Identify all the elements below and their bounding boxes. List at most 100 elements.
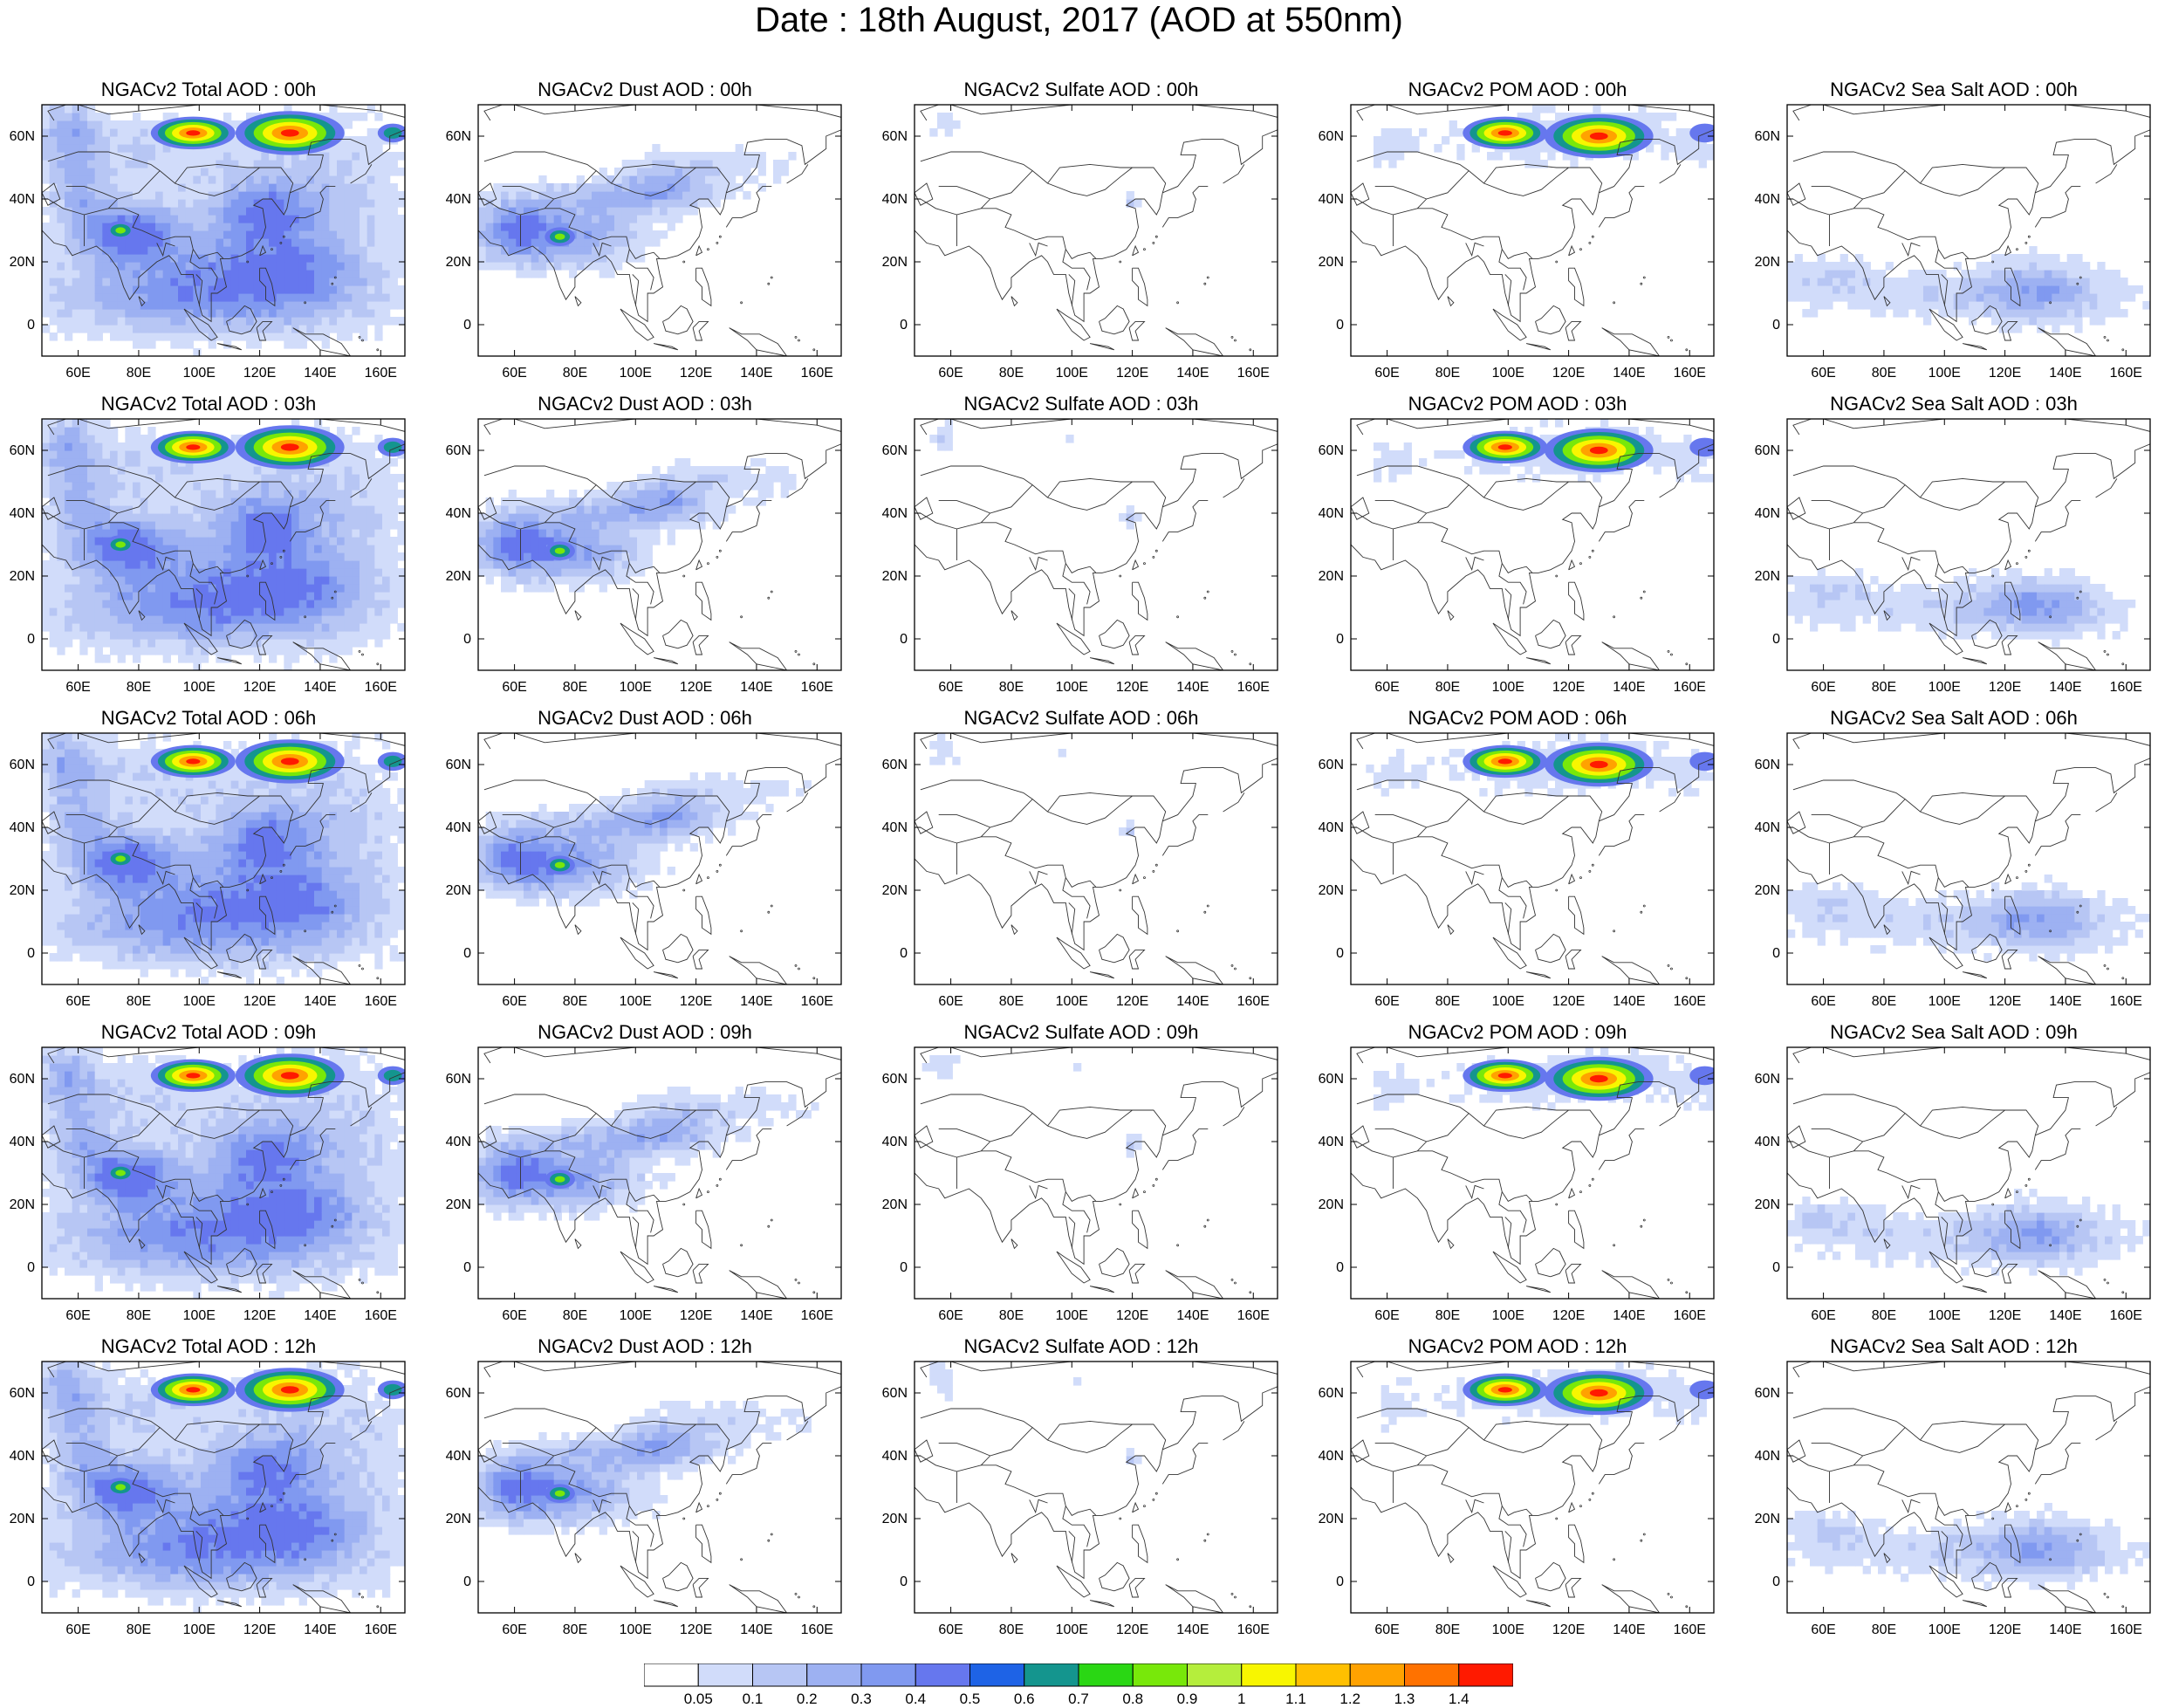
map-plot: 60E 80E 100E 120E 140E 160E 0 20N 40N 60N [882,104,1278,381]
lon-tick-label: 120E [1989,1308,2021,1323]
lat-tick-label: 0 [900,632,908,647]
map-plot: 60E 80E 100E 120E 140E 160E 0 20N 40N 60N [446,418,842,695]
panel-title: NGACv2 POM AOD : 12h [1408,1335,1627,1357]
map-panel-dust-00h: NGACv2 Dust AOD : 00h 60E 80E 100E 120E 140E 1… [440,79,850,393]
map-plot: 60E 80E 100E 120E 140E 160E 0 20N 40N 60N [1319,1046,1715,1323]
lon-tick-label: 60E [1374,1622,1399,1637]
lat-tick-label: 40N [1319,1449,1344,1464]
colorbar-swatch [1241,1663,1297,1687]
lon-tick-label: 60E [502,1622,526,1637]
colorbar-swatch [1187,1663,1243,1687]
lat-tick-label: 0 [1772,1260,1780,1275]
lon-tick-label: 60E [502,994,526,1009]
map-panel-sulfate-03h: NGACv2 Sulfate AOD : 03h 60E 80E 100E 120E 14… [876,393,1286,707]
lon-tick-label: 140E [1613,994,1645,1009]
lat-tick-label: 0 [1772,1574,1780,1589]
map-panel-pom-03h: NGACv2 POM AOD : 03h 60E 80E 100E 120E 140E 16… [1312,393,1723,707]
lon-tick-label: 60E [938,1308,963,1323]
colorbar: 0.05 0.1 0.2 0.3 0.4 0.5 0.6 0.7 0.8 0.9 1 1.1 1.2 1.… [644,1663,1513,1707]
colorbar-swatch [969,1663,1025,1687]
lon-tick-label: 120E [1116,1622,1148,1637]
lat-tick-label: 40N [1755,820,1780,835]
lat-tick-label: 0 [463,946,471,961]
lon-tick-label: 140E [2049,994,2081,1009]
map-plot: 60E 80E 100E 120E 140E 160E 0 20N 40N 60N [10,1361,406,1637]
lon-tick-label: 100E [620,1308,652,1323]
panel-title: NGACv2 Dust AOD : 00h [538,79,752,100]
colorbar-swatch [915,1663,970,1687]
map-plot: 60E 80E 100E 120E 140E 160E 0 20N 40N 60N [1319,418,1715,695]
lon-tick-label: 140E [2049,680,2081,695]
colorbar-swatch [1295,1663,1351,1687]
lon-tick-label: 80E [127,680,151,695]
lat-tick-label: 40N [882,820,908,835]
colorbar-label: 0.3 [851,1691,872,1707]
lat-tick-label: 40N [10,820,35,835]
lon-tick-label: 160E [2110,1622,2142,1637]
lon-tick-label: 80E [1872,994,1896,1009]
panel-title: NGACv2 Dust AOD : 12h [538,1335,752,1357]
lon-tick-label: 120E [1989,1622,2021,1637]
lon-tick-label: 120E [243,994,276,1009]
panel-title: NGACv2 Sulfate AOD : 06h [963,707,1199,729]
lat-tick-label: 60N [1755,758,1780,772]
panel-title: NGACv2 Total AOD : 12h [100,1335,317,1357]
lon-tick-label: 100E [620,1622,652,1637]
lat-tick-label: 60N [882,443,908,458]
lat-tick-label: 20N [882,1197,908,1212]
lat-tick-label: 0 [1772,946,1780,961]
lon-tick-label: 160E [1237,1308,1270,1323]
lon-tick-label: 160E [1237,994,1270,1009]
lat-tick-label: 20N [1319,255,1344,270]
lat-tick-label: 60N [1319,443,1344,458]
lat-tick-label: 40N [446,192,471,207]
lon-tick-label: 160E [365,1622,397,1637]
lon-tick-label: 160E [2110,680,2142,695]
panel-title: NGACv2 Total AOD : 06h [100,707,317,729]
lon-tick-label: 120E [1116,366,1148,381]
lat-tick-label: 60N [1319,758,1344,772]
lat-tick-label: 20N [1319,569,1344,584]
lat-tick-label: 60N [446,1072,471,1087]
panel-title: NGACv2 POM AOD : 03h [1408,393,1627,415]
colorbar-swatch [644,1663,699,1687]
lat-tick-label: 20N [1755,569,1780,584]
lon-tick-label: 80E [999,1308,1024,1323]
lon-tick-label: 60E [1374,1308,1399,1323]
colorbar-label: 0.1 [743,1691,764,1707]
map-plot: 60E 80E 100E 120E 140E 160E 0 20N 40N 60N [446,1361,842,1637]
lon-tick-label: 120E [1552,994,1585,1009]
lat-tick-label: 60N [446,129,471,144]
lon-tick-label: 60E [1811,366,1835,381]
lat-tick-label: 60N [1755,1072,1780,1087]
lon-tick-label: 60E [502,1308,526,1323]
colorbar-label: 0.2 [797,1691,818,1707]
map-panel-sulfate-00h: NGACv2 Sulfate AOD : 00h 60E 80E 100E 120E 14… [876,79,1286,393]
lon-tick-label: 160E [1674,1622,1706,1637]
lon-tick-label: 80E [1872,1308,1896,1323]
colorbar-label: 1.1 [1285,1691,1306,1707]
map-plot: 60E 80E 100E 120E 140E 160E 0 20N 40N 60N [1319,1361,1715,1637]
colorbar-swatch [860,1663,916,1687]
lat-tick-label: 20N [446,255,471,270]
lon-tick-label: 120E [1552,1622,1585,1637]
lon-tick-label: 100E [183,1308,216,1323]
lat-tick-label: 0 [27,318,35,333]
lat-tick-label: 60N [10,129,35,144]
lat-tick-label: 20N [882,255,908,270]
lon-tick-label: 60E [1374,366,1399,381]
colorbar-label: 0.7 [1068,1691,1089,1707]
lon-tick-label: 60E [1811,1308,1835,1323]
lon-tick-label: 120E [1989,994,2021,1009]
map-panel-seasalt-09h: NGACv2 Sea Salt AOD : 09h 60E 80E 100E 120E 1… [1749,1021,2158,1335]
map-panel-seasalt-06h: NGACv2 Sea Salt AOD : 06h 60E 80E 100E 120E 1… [1749,707,2158,1021]
lon-tick-label: 80E [1435,366,1460,381]
lon-tick-label: 140E [304,1622,336,1637]
lat-tick-label: 40N [446,1135,471,1149]
lat-tick-label: 60N [1319,1386,1344,1401]
lat-tick-label: 0 [463,1574,471,1589]
lon-tick-label: 160E [365,680,397,695]
colorbar-swatch [1024,1663,1079,1687]
lon-tick-label: 160E [1237,1622,1270,1637]
lat-tick-label: 20N [446,883,471,898]
